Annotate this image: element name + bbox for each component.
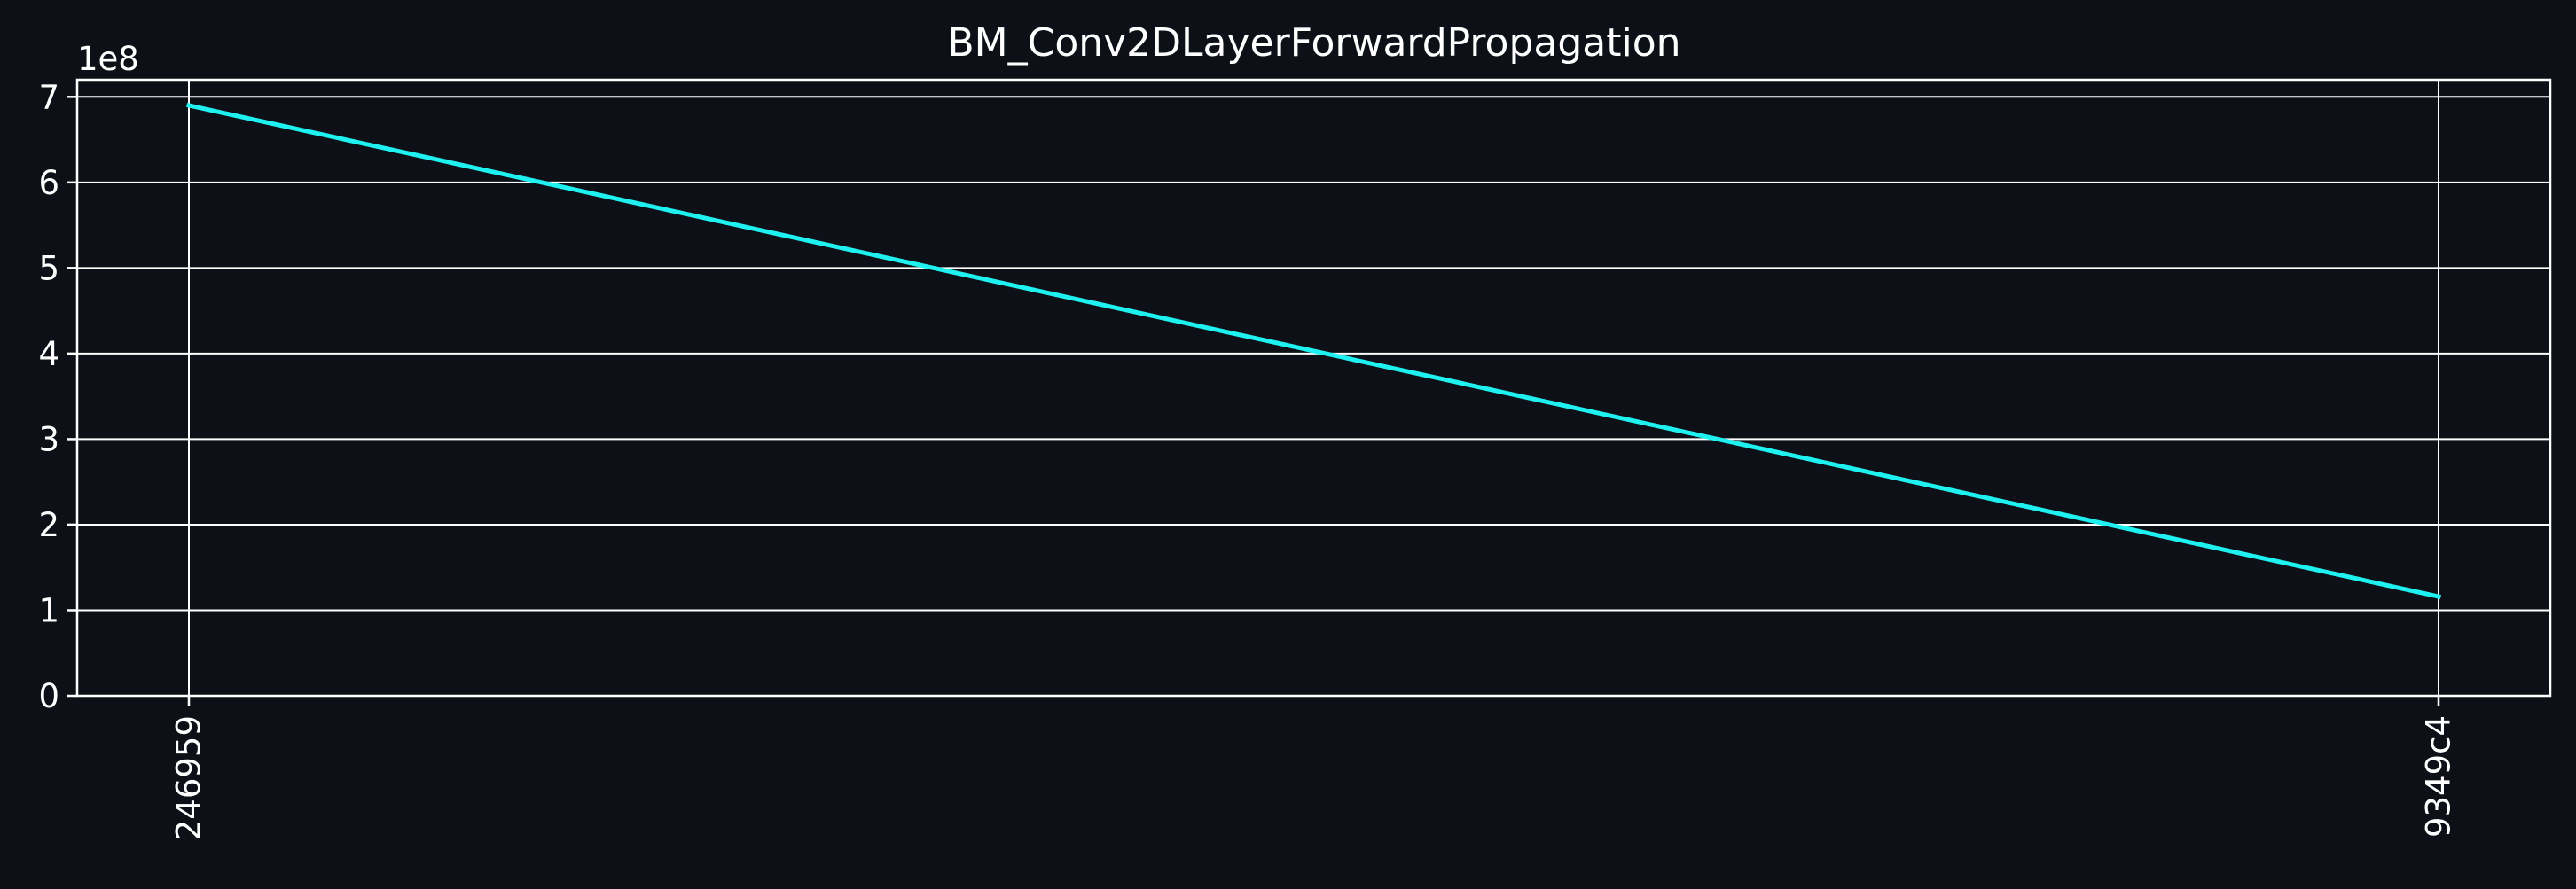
y-tick-label: 4 [38,335,59,373]
y-tick-label: 7 [38,78,59,116]
y-tick-label: 3 [38,420,59,458]
chart-title: BM_Conv2DLayerForwardPropagation [947,20,1680,66]
x-tick-label: 246959 [170,715,208,840]
y-tick-label: 6 [38,164,59,202]
y-tick-label: 5 [38,249,59,287]
y-tick-label: 1 [38,591,59,629]
series-layer [186,102,2441,600]
y-tick-label: 0 [38,677,59,715]
plot-frame [75,78,2552,698]
grid-layer [77,80,2550,697]
tick-layer: 0 1 2 3 4 5 6 7 246959 9349c4 [38,78,2457,840]
x-tick-label: 9349c4 [2420,715,2458,838]
y-tick-label: 2 [38,506,59,544]
series-line [186,102,2441,600]
y-axis-offset-label: 1e8 [77,40,139,78]
